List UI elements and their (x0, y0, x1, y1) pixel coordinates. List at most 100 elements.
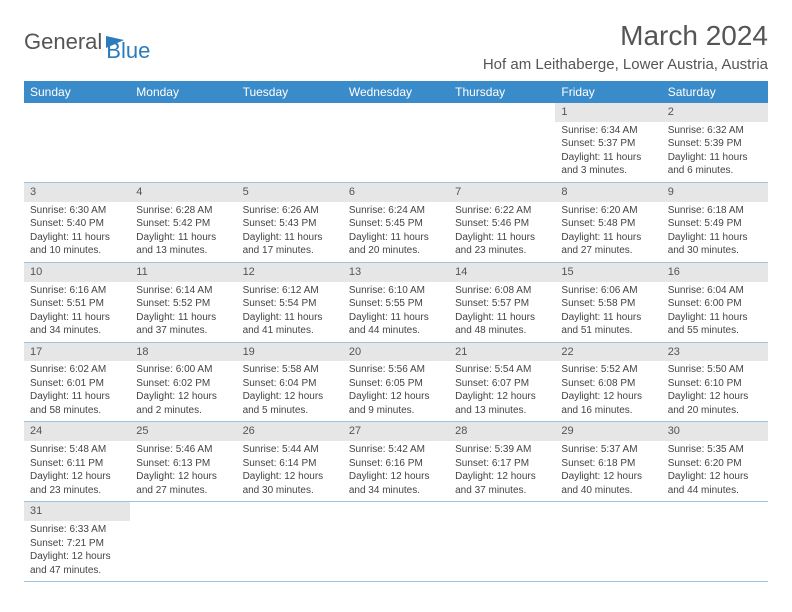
day-number: 21 (449, 343, 555, 362)
day-number: 19 (237, 343, 343, 362)
weekday-header: Tuesday (237, 81, 343, 103)
calendar-empty-cell (449, 502, 555, 582)
calendar-day-cell: 15Sunrise: 6:06 AMSunset: 5:58 PMDayligh… (555, 262, 661, 342)
daylight-line: Daylight: 11 hours and 20 minutes. (349, 231, 443, 258)
sunrise-line: Sunrise: 6:26 AM (243, 204, 337, 218)
day-number: 25 (130, 422, 236, 441)
sunrise-line: Sunrise: 6:02 AM (30, 363, 124, 377)
sunset-line: Sunset: 5:51 PM (30, 297, 124, 311)
day-body: Sunrise: 6:00 AMSunset: 6:02 PMDaylight:… (130, 361, 236, 421)
sunset-line: Sunset: 6:13 PM (136, 457, 230, 471)
sunrise-line: Sunrise: 6:14 AM (136, 284, 230, 298)
day-body: Sunrise: 5:56 AMSunset: 6:05 PMDaylight:… (343, 361, 449, 421)
location: Hof am Leithaberge, Lower Austria, Austr… (483, 56, 768, 73)
day-body: Sunrise: 6:20 AMSunset: 5:48 PMDaylight:… (555, 202, 661, 262)
daylight-line: Daylight: 12 hours and 9 minutes. (349, 390, 443, 417)
sunset-line: Sunset: 5:48 PM (561, 217, 655, 231)
calendar-day-cell: 5Sunrise: 6:26 AMSunset: 5:43 PMDaylight… (237, 182, 343, 262)
sunrise-line: Sunrise: 5:50 AM (668, 363, 762, 377)
weekday-header-row: SundayMondayTuesdayWednesdayThursdayFrid… (24, 81, 768, 103)
sunrise-line: Sunrise: 5:42 AM (349, 443, 443, 457)
day-number: 5 (237, 183, 343, 202)
calendar-day-cell: 31Sunrise: 6:33 AMSunset: 7:21 PMDayligh… (24, 502, 130, 582)
sunrise-line: Sunrise: 5:52 AM (561, 363, 655, 377)
weekday-header: Sunday (24, 81, 130, 103)
calendar-week-row: 17Sunrise: 6:02 AMSunset: 6:01 PMDayligh… (24, 342, 768, 422)
sunset-line: Sunset: 5:57 PM (455, 297, 549, 311)
sunrise-line: Sunrise: 6:18 AM (668, 204, 762, 218)
sunset-line: Sunset: 6:11 PM (30, 457, 124, 471)
sunrise-line: Sunrise: 5:46 AM (136, 443, 230, 457)
calendar-week-row: 24Sunrise: 5:48 AMSunset: 6:11 PMDayligh… (24, 422, 768, 502)
day-body: Sunrise: 6:14 AMSunset: 5:52 PMDaylight:… (130, 282, 236, 342)
daylight-line: Daylight: 12 hours and 40 minutes. (561, 470, 655, 497)
daylight-line: Daylight: 11 hours and 48 minutes. (455, 311, 549, 338)
sunset-line: Sunset: 5:40 PM (30, 217, 124, 231)
day-number: 6 (343, 183, 449, 202)
calendar-week-row: 31Sunrise: 6:33 AMSunset: 7:21 PMDayligh… (24, 502, 768, 582)
sunrise-line: Sunrise: 5:35 AM (668, 443, 762, 457)
calendar-day-cell: 14Sunrise: 6:08 AMSunset: 5:57 PMDayligh… (449, 262, 555, 342)
calendar-empty-cell (24, 103, 130, 182)
calendar-day-cell: 16Sunrise: 6:04 AMSunset: 6:00 PMDayligh… (662, 262, 768, 342)
sunrise-line: Sunrise: 6:20 AM (561, 204, 655, 218)
daylight-line: Daylight: 12 hours and 44 minutes. (668, 470, 762, 497)
daylight-line: Daylight: 12 hours and 13 minutes. (455, 390, 549, 417)
day-number: 4 (130, 183, 236, 202)
sunrise-line: Sunrise: 6:28 AM (136, 204, 230, 218)
day-number: 14 (449, 263, 555, 282)
sunset-line: Sunset: 5:49 PM (668, 217, 762, 231)
calendar-day-cell: 11Sunrise: 6:14 AMSunset: 5:52 PMDayligh… (130, 262, 236, 342)
day-body: Sunrise: 5:44 AMSunset: 6:14 PMDaylight:… (237, 441, 343, 501)
sunset-line: Sunset: 7:21 PM (30, 537, 124, 551)
sunrise-line: Sunrise: 6:16 AM (30, 284, 124, 298)
calendar-day-cell: 28Sunrise: 5:39 AMSunset: 6:17 PMDayligh… (449, 422, 555, 502)
calendar-day-cell: 17Sunrise: 6:02 AMSunset: 6:01 PMDayligh… (24, 342, 130, 422)
calendar-day-cell: 9Sunrise: 6:18 AMSunset: 5:49 PMDaylight… (662, 182, 768, 262)
calendar-day-cell: 21Sunrise: 5:54 AMSunset: 6:07 PMDayligh… (449, 342, 555, 422)
sunrise-line: Sunrise: 6:22 AM (455, 204, 549, 218)
calendar-day-cell: 30Sunrise: 5:35 AMSunset: 6:20 PMDayligh… (662, 422, 768, 502)
day-number: 18 (130, 343, 236, 362)
calendar-day-cell: 12Sunrise: 6:12 AMSunset: 5:54 PMDayligh… (237, 262, 343, 342)
sunrise-line: Sunrise: 5:44 AM (243, 443, 337, 457)
calendar-day-cell: 6Sunrise: 6:24 AMSunset: 5:45 PMDaylight… (343, 182, 449, 262)
calendar-day-cell: 4Sunrise: 6:28 AMSunset: 5:42 PMDaylight… (130, 182, 236, 262)
day-body: Sunrise: 5:52 AMSunset: 6:08 PMDaylight:… (555, 361, 661, 421)
day-body: Sunrise: 6:08 AMSunset: 5:57 PMDaylight:… (449, 282, 555, 342)
sunset-line: Sunset: 5:39 PM (668, 137, 762, 151)
calendar-empty-cell (449, 103, 555, 182)
day-number: 30 (662, 422, 768, 441)
calendar-day-cell: 13Sunrise: 6:10 AMSunset: 5:55 PMDayligh… (343, 262, 449, 342)
sunrise-line: Sunrise: 5:54 AM (455, 363, 549, 377)
day-number: 29 (555, 422, 661, 441)
daylight-line: Daylight: 11 hours and 30 minutes. (668, 231, 762, 258)
calendar-day-cell: 26Sunrise: 5:44 AMSunset: 6:14 PMDayligh… (237, 422, 343, 502)
day-number: 22 (555, 343, 661, 362)
sunset-line: Sunset: 6:04 PM (243, 377, 337, 391)
sunrise-line: Sunrise: 6:33 AM (30, 523, 124, 537)
daylight-line: Daylight: 11 hours and 17 minutes. (243, 231, 337, 258)
day-body: Sunrise: 5:58 AMSunset: 6:04 PMDaylight:… (237, 361, 343, 421)
day-body: Sunrise: 6:28 AMSunset: 5:42 PMDaylight:… (130, 202, 236, 262)
weekday-header: Friday (555, 81, 661, 103)
day-number: 23 (662, 343, 768, 362)
sunset-line: Sunset: 6:08 PM (561, 377, 655, 391)
day-body: Sunrise: 6:12 AMSunset: 5:54 PMDaylight:… (237, 282, 343, 342)
daylight-line: Daylight: 11 hours and 58 minutes. (30, 390, 124, 417)
calendar-empty-cell (237, 502, 343, 582)
day-number: 20 (343, 343, 449, 362)
calendar-day-cell: 8Sunrise: 6:20 AMSunset: 5:48 PMDaylight… (555, 182, 661, 262)
sunrise-line: Sunrise: 6:08 AM (455, 284, 549, 298)
day-body: Sunrise: 6:24 AMSunset: 5:45 PMDaylight:… (343, 202, 449, 262)
sunrise-line: Sunrise: 5:39 AM (455, 443, 549, 457)
daylight-line: Daylight: 11 hours and 13 minutes. (136, 231, 230, 258)
day-body: Sunrise: 6:33 AMSunset: 7:21 PMDaylight:… (24, 521, 130, 581)
calendar-table: SundayMondayTuesdayWednesdayThursdayFrid… (24, 81, 768, 582)
daylight-line: Daylight: 12 hours and 2 minutes. (136, 390, 230, 417)
sunset-line: Sunset: 6:02 PM (136, 377, 230, 391)
sunrise-line: Sunrise: 6:06 AM (561, 284, 655, 298)
sunset-line: Sunset: 5:42 PM (136, 217, 230, 231)
logo: General Blue (24, 20, 150, 64)
sunrise-line: Sunrise: 5:56 AM (349, 363, 443, 377)
